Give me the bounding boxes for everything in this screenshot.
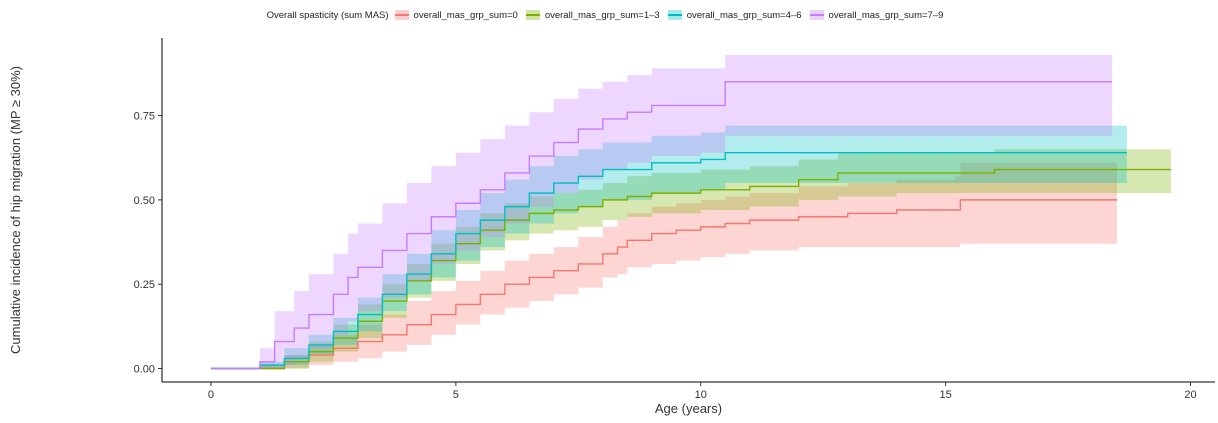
x-tick-label-0: 0 [208,389,214,401]
legend-label-2: overall_mas_grp_sum=4–6 [686,9,802,21]
x-tick-label-4: 20 [1184,389,1196,401]
y-tick-label-1: 0.25 [134,279,155,291]
y-tick-label-0: 0.00 [134,364,155,376]
legend-key-3 [809,10,824,20]
series-line-3 [210,81,1113,370]
x-axis-label: Age (years) [655,401,722,416]
legend: Overall spasticity (sum MAS) overall_mas… [0,6,1218,24]
legend-label-3: overall_mas_grp_sum=7–9 [828,9,944,21]
legend-title: Overall spasticity (sum MAS) [266,9,389,21]
confidence-bands [210,54,1171,369]
legend-item-1: overall_mas_grp_sum=1–3 [525,9,660,21]
legend-key-2 [667,10,682,20]
ci-band-3 [210,54,1113,369]
legend-key-1 [525,10,540,20]
legend-key-0 [394,10,409,20]
series-line-2 [210,151,1127,370]
legend-item-3: overall_mas_grp_sum=7–9 [809,9,944,21]
y-axis-label: Cumulative incidence of hip migration (M… [8,66,23,354]
cumulative-incidence-lines [210,81,1171,370]
legend-item-0: overall_mas_grp_sum=0 [394,9,518,21]
ci-band-2 [210,125,1127,369]
x-tick-label-3: 15 [940,389,952,401]
series-line-1 [210,168,1171,370]
ci-band-0 [210,162,1118,369]
axes: 0 5 10 15 20 0.00 0.25 0.50 0.75 Age (years) Cumul… [8,38,1215,416]
legend-label-0: overall_mas_grp_sum=0 [413,9,518,21]
series-line-0 [210,199,1118,370]
y-tick-label-3: 0.75 [134,111,155,123]
legend-label-1: overall_mas_grp_sum=1–3 [544,9,660,21]
x-tick-label-2: 10 [695,389,707,401]
y-tick-label-2: 0.50 [134,195,155,207]
legend-item-2: overall_mas_grp_sum=4–6 [667,9,802,21]
x-tick-label-1: 5 [453,389,459,401]
